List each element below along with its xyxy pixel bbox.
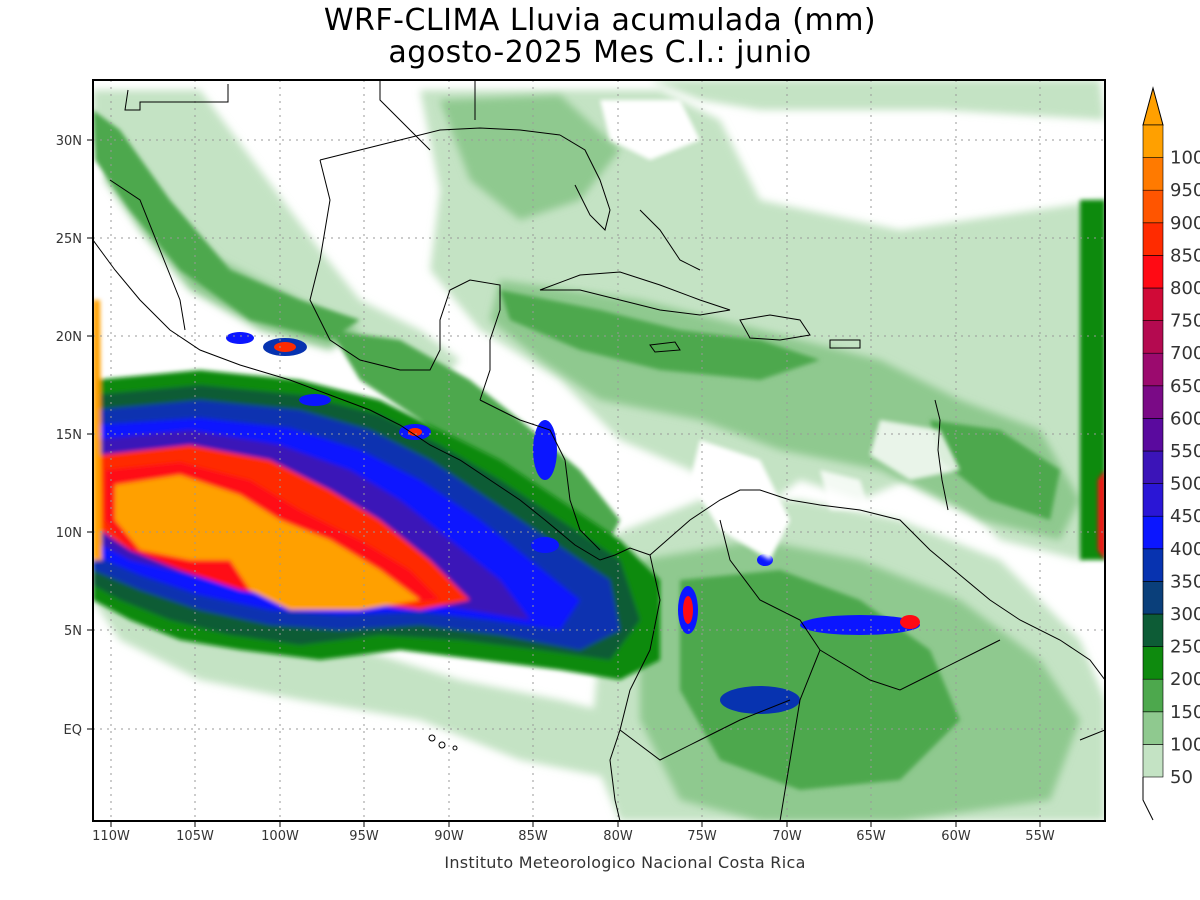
legend-label: 150 xyxy=(1170,702,1200,723)
legend-label: 300 xyxy=(1170,604,1200,625)
legend-label: 800 xyxy=(1170,278,1200,299)
lat-tick-label: 25N xyxy=(56,232,82,247)
legend-label: 700 xyxy=(1170,343,1200,364)
dry-areas xyxy=(600,100,960,560)
lat-tick-label: 15N xyxy=(56,428,82,443)
legend-label: 450 xyxy=(1170,506,1200,527)
legend-label: 350 xyxy=(1170,571,1200,592)
map-field xyxy=(93,80,1105,821)
legend-label: 900 xyxy=(1170,213,1200,234)
legend-swatch xyxy=(1142,287,1164,321)
map-frame xyxy=(92,79,1106,822)
legend-swatch xyxy=(1142,483,1164,517)
lon-tick-label: 80W xyxy=(603,829,633,844)
rain-itcz xyxy=(93,300,1105,680)
legend-swatch xyxy=(1142,515,1164,550)
lat-labels: 30N 25N 20N 15N 10N 5N EQ xyxy=(56,134,82,738)
lon-tick-label: 105W xyxy=(176,829,214,844)
legend-swatch xyxy=(1142,385,1164,419)
coastlines xyxy=(93,80,1105,821)
legend-swatch xyxy=(1142,157,1164,191)
map-subtitle: agosto-2025 Mes C.I.: junio xyxy=(388,35,812,70)
legend-label: 50 xyxy=(1170,767,1193,788)
legend-label: 550 xyxy=(1170,441,1200,462)
map-title: WRF-CLIMA Lluvia acumulada (mm) xyxy=(323,3,877,38)
legend-swatch xyxy=(1142,613,1164,647)
legend-label: 850 xyxy=(1170,245,1200,266)
legend-swatch xyxy=(1142,646,1164,680)
lat-tick-label: 10N xyxy=(56,526,82,541)
legend-swatch xyxy=(1142,418,1164,452)
lon-tick-label: 65W xyxy=(856,829,886,844)
legend-swatch xyxy=(1142,581,1164,615)
legend-label: 200 xyxy=(1170,669,1200,690)
lon-tick-label: 100W xyxy=(261,829,299,844)
rain-local-maxima xyxy=(226,332,920,714)
lon-labels: 110W 105W 100W 95W 90W 85W 80W 75W 70W 6… xyxy=(92,829,1055,844)
legend-label: 500 xyxy=(1170,474,1200,495)
gridlines xyxy=(93,80,1105,821)
legend-swatch xyxy=(1142,678,1164,713)
legend-label: 400 xyxy=(1170,539,1200,560)
lat-tick-label: EQ xyxy=(64,723,82,738)
lon-tick-label: 70W xyxy=(772,829,802,844)
legend-label: 950 xyxy=(1170,180,1200,201)
lon-tick-label: 75W xyxy=(687,829,717,844)
legend-label: 750 xyxy=(1170,311,1200,332)
legend-swatch xyxy=(1142,124,1164,158)
legend-swatch xyxy=(1142,320,1164,354)
legend-label: 1000 xyxy=(1170,148,1200,169)
legend-swatch xyxy=(1142,222,1164,256)
credit-text: Instituto Meteorologico Nacional Costa R… xyxy=(444,853,806,872)
legend-swatch xyxy=(1142,352,1164,387)
legend-label: 600 xyxy=(1170,408,1200,429)
legend-label: 250 xyxy=(1170,637,1200,658)
legend-bottom-arrow xyxy=(1142,777,1154,821)
lat-tick-label: 20N xyxy=(56,330,82,345)
lon-tick-label: 95W xyxy=(349,829,379,844)
legend-label: 650 xyxy=(1170,376,1200,397)
lon-tick-label: 60W xyxy=(941,829,971,844)
legend-swatch xyxy=(1142,548,1164,582)
color-legend: 50 100 150 200 250 300 350 400 450 500 550 600 650 70… xyxy=(1142,86,1200,821)
legend-label: 100 xyxy=(1170,734,1200,755)
lon-tick-label: 110W xyxy=(92,829,130,844)
legend-swatch xyxy=(1142,711,1164,745)
legend-swatch xyxy=(1142,189,1164,224)
lon-tick-label: 90W xyxy=(434,829,464,844)
lon-tick-label: 85W xyxy=(518,829,548,844)
legend-swatch xyxy=(1142,744,1164,778)
lat-tick-label: 30N xyxy=(56,134,82,149)
legend-top-arrow xyxy=(1142,86,1164,126)
lon-tick-label: 55W xyxy=(1025,829,1055,844)
legend-swatch xyxy=(1142,450,1164,484)
lat-tick-label: 5N xyxy=(64,624,82,639)
axis-ticks xyxy=(87,139,1041,827)
legend-swatch xyxy=(1142,255,1164,289)
